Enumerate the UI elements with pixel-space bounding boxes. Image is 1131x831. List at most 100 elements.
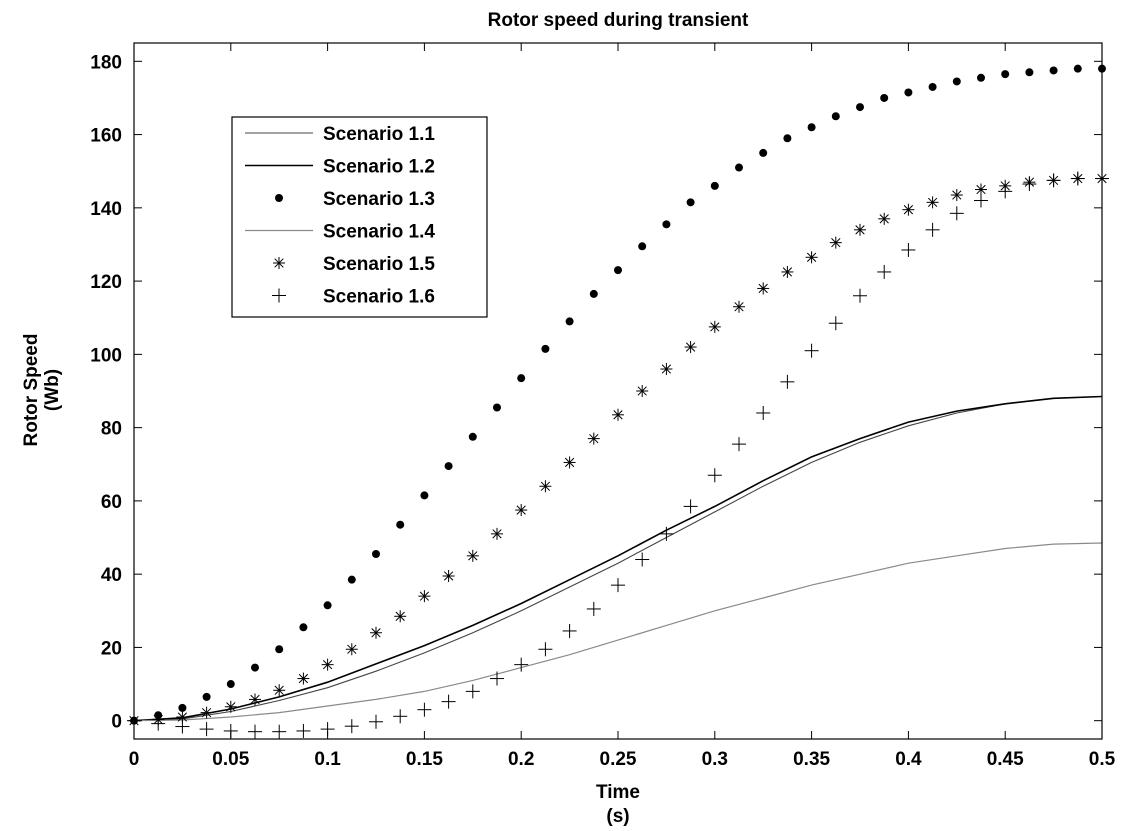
- data-point-plus: [151, 716, 166, 731]
- data-point-plus: [344, 719, 359, 734]
- y-tick-label: 0: [111, 712, 122, 733]
- data-point-star: [878, 212, 891, 225]
- y-tick-label: 60: [101, 492, 122, 513]
- star-stroke: [226, 702, 236, 712]
- data-point-dot: [178, 703, 187, 712]
- data-point-dot: [662, 220, 671, 229]
- x-tick-label: 0.15: [406, 749, 443, 770]
- data-point-dot: [710, 181, 719, 190]
- x-tick-label: 0.45: [987, 749, 1024, 770]
- legend-label: Scenario 1.5: [323, 254, 435, 275]
- data-point-star: [297, 672, 310, 685]
- data-point-plus: [828, 316, 843, 331]
- data-point-plus: [490, 671, 504, 686]
- x-tick-label: 0.1: [314, 749, 341, 770]
- data-point-dot: [880, 93, 889, 102]
- x-tick-label: 0.25: [600, 749, 637, 770]
- series-layer: [127, 64, 1109, 739]
- data-point-plus: [635, 552, 650, 567]
- star-stroke: [347, 644, 357, 654]
- data-point-plus: [562, 623, 577, 638]
- star-stroke: [395, 611, 405, 621]
- data-point-dot: [807, 123, 816, 132]
- data-point-star: [563, 456, 576, 469]
- data-point-star: [660, 363, 673, 376]
- series-line: [133, 542, 1103, 722]
- star-stroke: [976, 184, 986, 195]
- y-axis-unit: (Wb): [42, 369, 63, 411]
- star-stroke: [419, 591, 430, 601]
- star-stroke: [298, 673, 309, 684]
- data-point-dot: [856, 103, 864, 112]
- legend-label: Scenario 1.3: [323, 189, 435, 210]
- y-tick-label: 80: [101, 419, 122, 440]
- legend-item: Scenario 1.6: [272, 287, 435, 308]
- star-stroke: [274, 258, 284, 268]
- data-point-star: [733, 300, 745, 313]
- data-point-star: [926, 196, 939, 209]
- star-stroke: [274, 685, 284, 695]
- data-point-star: [902, 203, 915, 216]
- y-tick-label: 40: [101, 565, 122, 586]
- star-stroke: [831, 237, 841, 248]
- data-point-star: [757, 282, 770, 295]
- x-axis: 0 0.05 0.1 0.15 0.2 0.25 0.3 0.35 0.4 0.45 0.5: [129, 43, 1116, 770]
- star-stroke: [927, 197, 938, 208]
- legend-item: Scenario 1.2: [245, 157, 435, 178]
- star-stroke: [201, 707, 212, 718]
- data-point-plus: [1022, 177, 1037, 192]
- data-point-star: [321, 658, 334, 671]
- x-tick-label: 0.2: [508, 749, 534, 770]
- data-point-star: [636, 385, 649, 397]
- star-stroke: [613, 410, 623, 420]
- data-point-plus: [756, 405, 771, 420]
- x-tick-label: 0.35: [793, 749, 830, 770]
- data-point-plus: [586, 601, 601, 616]
- star-stroke: [710, 322, 720, 332]
- data-point-dot: [372, 550, 380, 559]
- data-point-star: [442, 569, 455, 582]
- data-point-plus: [465, 684, 480, 699]
- data-point-dot: [686, 198, 695, 207]
- data-point-dot: [202, 692, 211, 701]
- data-point-dot: [783, 134, 792, 143]
- data-point-dot: [952, 77, 961, 86]
- data-point-star: [587, 432, 600, 445]
- data-point-star: [466, 549, 479, 562]
- data-point-star: [224, 700, 237, 713]
- data-point-plus: [949, 206, 964, 221]
- star-stroke: [371, 628, 381, 638]
- legend-swatch-star: [273, 257, 285, 269]
- data-point-plus: [974, 193, 988, 208]
- star-stroke: [468, 551, 478, 561]
- series-line: [133, 395, 1103, 722]
- star-stroke: [758, 283, 768, 294]
- data-point-dot: [977, 73, 985, 82]
- series-scenario-1-1: [133, 395, 1103, 722]
- data-point-dot: [347, 575, 356, 584]
- legend: Scenario 1.1 Scenario 1.2 Scenario 1.3 Scen…: [231, 116, 488, 318]
- star-stroke: [685, 342, 696, 352]
- data-point-plus: [441, 694, 456, 709]
- data-point-dot: [638, 242, 647, 251]
- data-point-dot: [928, 82, 937, 91]
- data-point-star: [950, 189, 963, 202]
- data-point-dot: [904, 88, 913, 97]
- y-tick-label: 140: [90, 199, 122, 220]
- legend-label: Scenario 1.1: [323, 124, 435, 145]
- star-stroke: [589, 433, 599, 444]
- star-stroke: [952, 190, 962, 200]
- data-point-plus: [998, 184, 1013, 199]
- data-point-dot: [1025, 68, 1034, 77]
- data-point-star: [708, 320, 721, 333]
- star-stroke: [492, 529, 502, 539]
- star-stroke: [782, 267, 793, 277]
- data-point-star: [370, 626, 382, 639]
- x-tick-label: 0.05: [212, 749, 249, 770]
- legend-swatch-plus: [272, 288, 286, 303]
- legend-box: [231, 116, 488, 318]
- y-tick-label: 20: [101, 638, 122, 659]
- x-tick-label: 0: [129, 749, 140, 770]
- data-point-dot: [493, 403, 501, 412]
- data-point-plus: [732, 437, 746, 452]
